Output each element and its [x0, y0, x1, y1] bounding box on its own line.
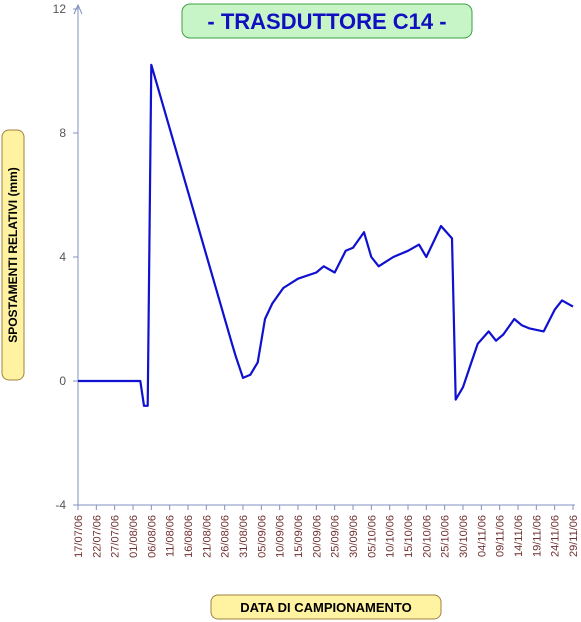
x-tick-label: 09/11/06: [495, 515, 507, 557]
x-tick-label: 24/11/06: [550, 515, 562, 557]
x-tick-label: 05/09/06: [256, 515, 268, 558]
y-tick-label: 8: [59, 126, 66, 140]
x-tick-label: 25/09/06: [330, 515, 342, 558]
x-tick-label: 30/10/06: [458, 515, 470, 558]
x-tick-label: 22/07/06: [91, 515, 103, 558]
x-tick-label: 19/11/06: [531, 515, 543, 557]
x-tick-label: 26/08/06: [220, 515, 232, 558]
chart-title: - TRASDUTTORE C14 -: [207, 9, 446, 34]
x-tick-label: 30/09/06: [348, 515, 360, 558]
x-axis-label: DATA DI CAMPIONAMENTO: [240, 600, 411, 615]
x-tick-label: 10/10/06: [385, 515, 397, 558]
x-tick-label: 17/07/06: [73, 515, 85, 558]
x-tick-label: 25/10/06: [440, 515, 452, 558]
x-tick-label: 27/07/06: [110, 515, 122, 558]
y-tick-label: -4: [55, 498, 66, 512]
x-tick-label: 20/10/06: [421, 515, 433, 558]
x-tick-label: 16/08/06: [183, 515, 195, 558]
x-tick-label: 20/09/06: [311, 515, 323, 558]
x-tick-label: 06/08/06: [146, 515, 158, 558]
x-tick-label: 04/11/06: [476, 515, 488, 557]
x-tick-label: 15/09/06: [293, 515, 305, 558]
x-tick-label: 14/11/06: [513, 515, 525, 557]
y-tick-label: 4: [59, 250, 66, 264]
data-line: [78, 63, 574, 407]
x-tick-label: 11/08/06: [165, 515, 177, 557]
y-tick-label: 0: [59, 374, 66, 388]
x-tick-label: 21/08/06: [201, 515, 213, 558]
x-tick-label: 05/10/06: [366, 515, 378, 558]
y-tick-label: 12: [53, 2, 67, 16]
y-axis-arrow: [73, 3, 83, 15]
title-box: [181, 3, 473, 39]
y-axis-label: SPOSTAMENTI RELATIVI (mm): [6, 167, 20, 343]
x-tick-label: 01/08/06: [128, 515, 140, 558]
x-tick-label: 15/10/06: [403, 515, 415, 558]
x-tick-label: 29/11/06: [568, 515, 580, 557]
y-label-box: [1, 129, 25, 381]
x-tick-label: 31/08/06: [238, 515, 250, 558]
x-label-box: [210, 594, 442, 620]
x-tick-label: 10/09/06: [275, 515, 287, 558]
